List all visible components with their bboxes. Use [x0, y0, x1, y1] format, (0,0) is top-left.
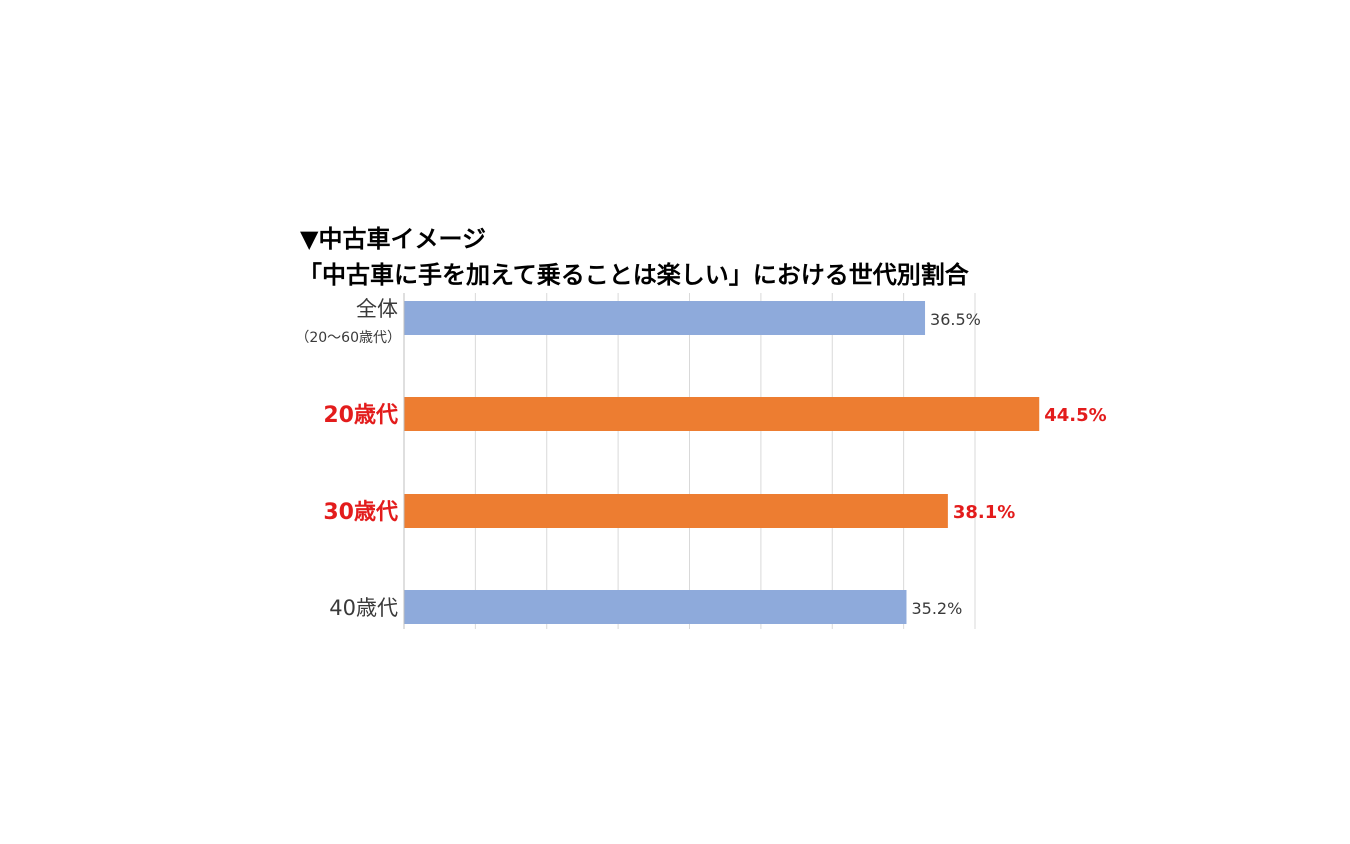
category-label: 30歳代 — [323, 500, 398, 525]
data-label: 44.5% — [1044, 405, 1106, 426]
bar-1 — [404, 397, 1040, 431]
data-labels: 36.5% 44.5% 38.1% 35.2% — [911, 310, 1106, 618]
data-label: 35.2% — [911, 599, 962, 618]
category-label: 20歳代 — [323, 403, 398, 428]
category-label: 40歳代 — [329, 596, 398, 620]
bar-0 — [404, 301, 926, 335]
category-labels: 全体 （20～60歳代） 20歳代 30歳代 40歳代 — [295, 297, 401, 620]
bar-3 — [404, 590, 907, 624]
bar-2 — [404, 494, 948, 528]
bar-group — [404, 301, 1040, 624]
chart-subtitle: 「中古車に手を加えて乗ることは楽しい」における世代別割合 — [298, 261, 969, 289]
gridlines — [474, 293, 976, 629]
category-sublabel: （20～60歳代） — [295, 330, 401, 346]
chart-title: ▼中古車イメージ — [300, 225, 486, 253]
category-label: 全体 — [356, 297, 398, 321]
data-label: 38.1% — [953, 502, 1015, 523]
data-label: 36.5% — [930, 310, 981, 329]
